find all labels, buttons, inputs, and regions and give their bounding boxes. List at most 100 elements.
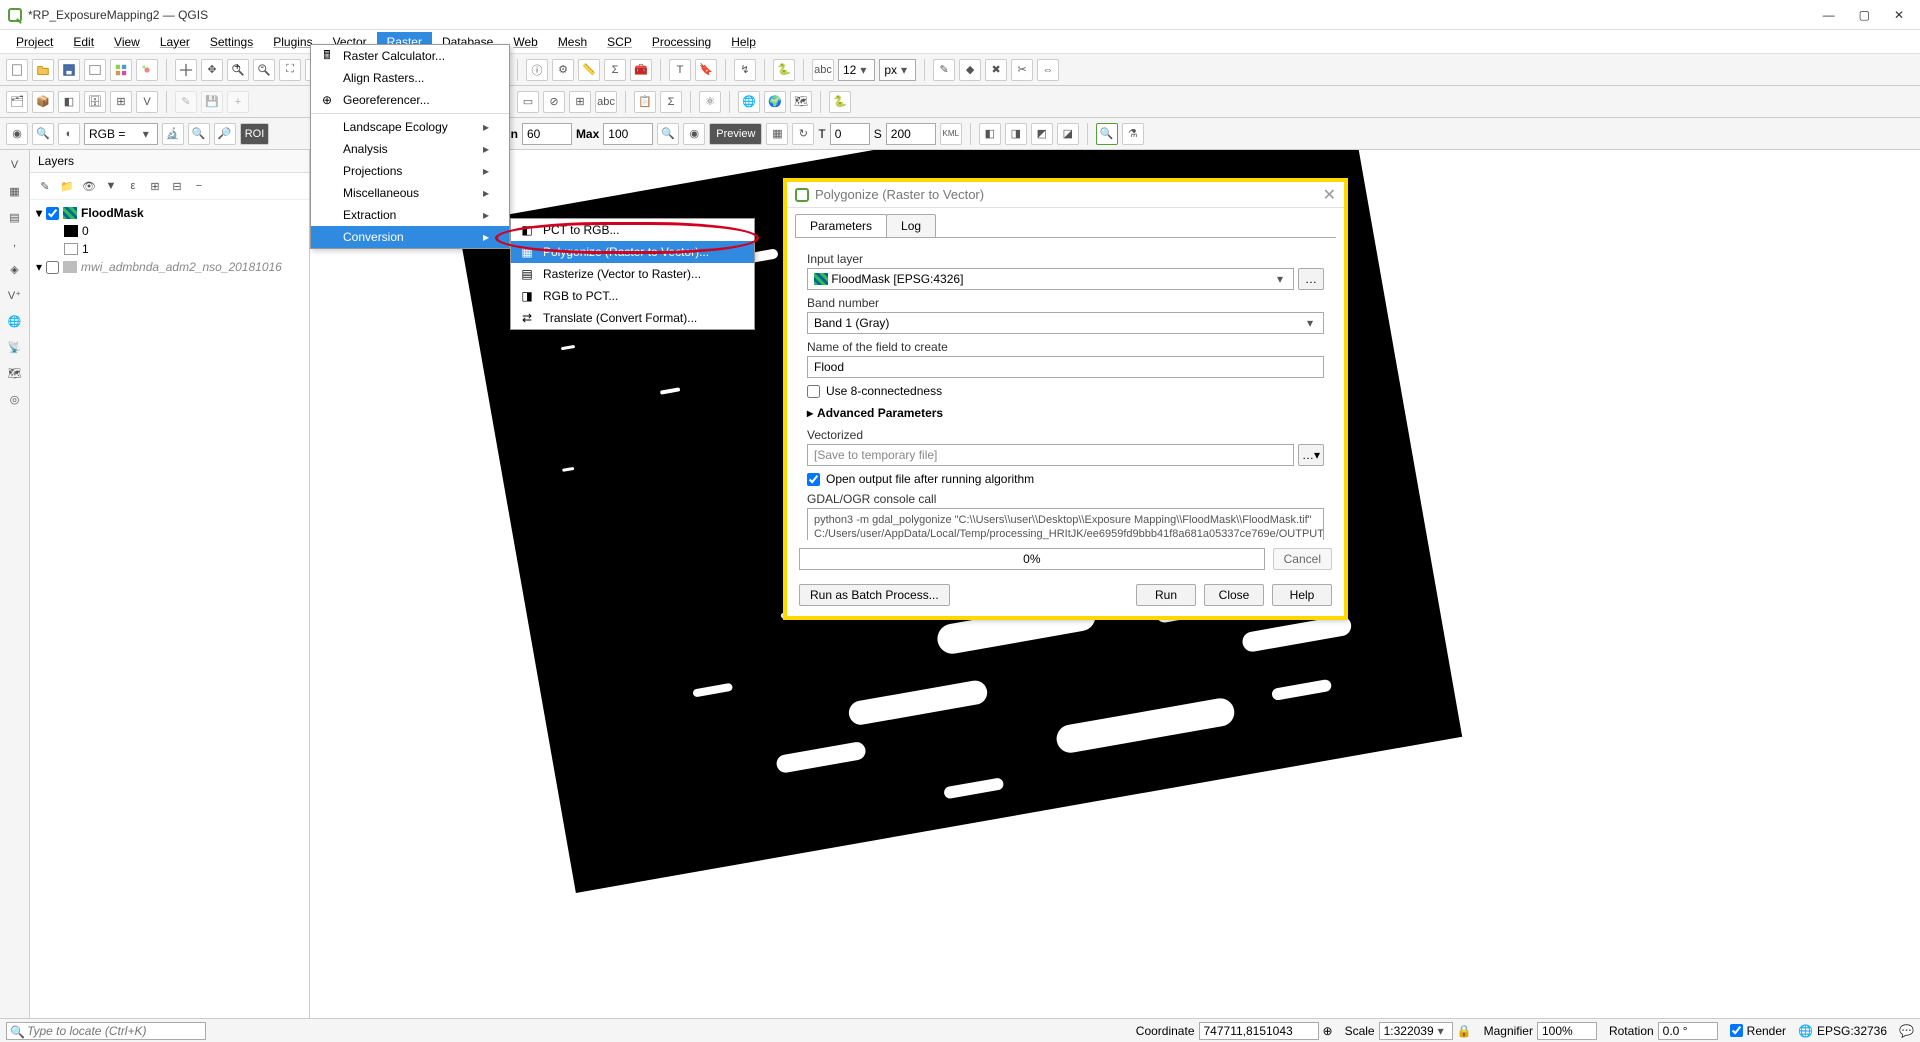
menu-layer[interactable]: Layer: [150, 32, 200, 52]
open-after-checkbox[interactable]: [807, 473, 820, 486]
kml-button[interactable]: KML: [940, 123, 962, 145]
menu-item-pct-to-rgb[interactable]: ◧PCT to RGB...: [511, 219, 754, 241]
maximize-button[interactable]: ▢: [1859, 8, 1870, 22]
minimize-button[interactable]: —: [1823, 8, 1835, 22]
expand-icon[interactable]: ▾: [36, 260, 42, 274]
scp-x5[interactable]: 🔍: [1096, 123, 1118, 145]
menu-item-rgb-to-pct[interactable]: ◨RGB to PCT...: [511, 285, 754, 307]
collapse-button[interactable]: ⊟: [168, 177, 186, 195]
menu-item-translate-convert-format[interactable]: ⇄Translate (Convert Format)...: [511, 307, 754, 329]
scp-roi[interactable]: ROI: [240, 123, 270, 145]
preview-button[interactable]: Preview: [709, 123, 762, 145]
scale-value[interactable]: 1:322039 ▾: [1379, 1022, 1453, 1040]
osm-button[interactable]: 🌐: [738, 91, 760, 113]
manage-visibility-button[interactable]: 👁: [80, 177, 98, 195]
add-virtual-button[interactable]: V⁺: [4, 284, 26, 306]
layer-item[interactable]: ▾FloodMask: [36, 204, 303, 222]
scp-tool-3[interactable]: ◐: [58, 123, 80, 145]
vectorized-options-button[interactable]: …▾: [1298, 444, 1324, 466]
close-button[interactable]: ✕: [1894, 8, 1904, 22]
edit-tool-3[interactable]: +: [227, 91, 249, 113]
map-button[interactable]: 🗺: [790, 91, 812, 113]
run-batch-button[interactable]: Run as Batch Process...: [799, 584, 950, 606]
style-manager-button[interactable]: [136, 59, 158, 81]
select-all-tool[interactable]: ⊞: [569, 91, 591, 113]
new-virtual-button[interactable]: V: [136, 91, 158, 113]
new-project-button[interactable]: [6, 59, 28, 81]
vectorized-input[interactable]: [Save to temporary file]: [807, 444, 1294, 466]
save-project-button[interactable]: [58, 59, 80, 81]
use8-checkbox-row[interactable]: Use 8-connectedness: [807, 384, 1324, 398]
field-calc-button[interactable]: Σ: [660, 91, 682, 113]
layer-styling-button[interactable]: ✎: [36, 177, 54, 195]
rotation-value[interactable]: 0.0 °: [1658, 1022, 1718, 1040]
dialog-close-button[interactable]: ✕: [1323, 185, 1336, 205]
new-geopackage-button[interactable]: 📦: [32, 91, 54, 113]
del-tool[interactable]: ✖: [985, 59, 1007, 81]
render-checkbox[interactable]: [1730, 1024, 1743, 1037]
magnifier-value[interactable]: 100%: [1537, 1022, 1597, 1040]
globe-button[interactable]: 🌍: [764, 91, 786, 113]
data-source-button[interactable]: 🗂: [6, 91, 28, 113]
menu-processing[interactable]: Processing: [642, 32, 721, 52]
selection-tool[interactable]: ▭: [517, 91, 539, 113]
add-wfs-button[interactable]: 🗺: [4, 362, 26, 384]
dialog-titlebar[interactable]: Polygonize (Raster to Vector) ✕: [787, 182, 1344, 208]
zoom-out-button[interactable]: -: [253, 59, 275, 81]
add-raster-button[interactable]: ▦: [4, 180, 26, 202]
layer-visibility-checkbox[interactable]: [46, 261, 59, 274]
new-memory-button[interactable]: ⊞: [110, 91, 132, 113]
vertex-tool[interactable]: ✎: [933, 59, 955, 81]
min-spinner[interactable]: 60: [522, 123, 572, 145]
menu-help[interactable]: Help: [721, 32, 766, 52]
locator-widget[interactable]: 🔍: [6, 1022, 206, 1040]
add-vector-button[interactable]: V: [4, 154, 26, 176]
lock-icon[interactable]: 🔒: [1457, 1024, 1472, 1038]
input-layer-select[interactable]: FloodMask [EPSG:4326]▾: [807, 268, 1294, 290]
toolbox-button[interactable]: 🧰: [630, 59, 652, 81]
scp-apply[interactable]: 🔍: [657, 123, 679, 145]
layout-manager-button[interactable]: [110, 59, 132, 81]
font-size-spinner[interactable]: 12 ▾: [838, 59, 875, 81]
scp-4[interactable]: 🔬: [162, 123, 184, 145]
cancel-button[interactable]: Cancel: [1273, 548, 1332, 570]
edit-tool-2[interactable]: 💾: [201, 91, 223, 113]
coordinate-value[interactable]: 747711,8151043: [1199, 1022, 1319, 1040]
zoom-full-button[interactable]: ⛶: [279, 59, 301, 81]
menu-item-analysis[interactable]: Analysis▸: [311, 138, 509, 160]
close-dialog-button[interactable]: Close: [1204, 584, 1264, 606]
menu-item-landscape-ecology[interactable]: Landscape Ecology▸: [311, 116, 509, 138]
tab-parameters[interactable]: Parameters: [795, 214, 887, 237]
menu-item-polygonize-raster-to-vector[interactable]: ▦Polygonize (Raster to Vector)...: [511, 241, 754, 263]
layer-item[interactable]: ▾mwi_admbnda_adm2_nso_20181016: [36, 258, 303, 276]
menu-item-conversion[interactable]: Conversion▸: [311, 226, 509, 248]
menu-item-rasterize-vector-to-raster[interactable]: ▤Rasterize (Vector to Raster)...: [511, 263, 754, 285]
scp-x6[interactable]: ⚗: [1122, 123, 1144, 145]
scp-tool-2[interactable]: 🔍: [32, 123, 54, 145]
scp-x2[interactable]: ◨: [1005, 123, 1027, 145]
add-wcs-button[interactable]: ◎: [4, 388, 26, 410]
add-spatialite-button[interactable]: ◈: [4, 258, 26, 280]
s-spinner[interactable]: 200: [886, 123, 936, 145]
no-action[interactable]: ↯: [734, 59, 756, 81]
band-number-select[interactable]: Band 1 (Gray)▾: [807, 312, 1324, 334]
python-button[interactable]: 🐍: [773, 59, 795, 81]
edit-tool-1[interactable]: ✎: [175, 91, 197, 113]
use8-checkbox[interactable]: [807, 385, 820, 398]
scp-radio[interactable]: ◉: [683, 123, 705, 145]
fieldname-input[interactable]: Flood: [807, 356, 1324, 378]
menu-project[interactable]: Project: [6, 32, 63, 52]
menu-view[interactable]: View: [104, 32, 150, 52]
pan-button[interactable]: [175, 59, 197, 81]
filter-legend-button[interactable]: ▼: [102, 177, 120, 195]
scp-x3[interactable]: ◩: [1031, 123, 1053, 145]
pan-selection-button[interactable]: ✥: [201, 59, 223, 81]
add-csv-button[interactable]: ,: [4, 232, 26, 254]
help-button[interactable]: Help: [1272, 584, 1332, 606]
action-button[interactable]: ⚙: [552, 59, 574, 81]
t-spinner[interactable]: 0: [830, 123, 870, 145]
add-group-button[interactable]: 📁: [58, 177, 76, 195]
trim-tool[interactable]: ✂: [1011, 59, 1033, 81]
input-layer-browse-button[interactable]: …: [1298, 268, 1324, 290]
processing-button[interactable]: ⚛: [699, 91, 721, 113]
